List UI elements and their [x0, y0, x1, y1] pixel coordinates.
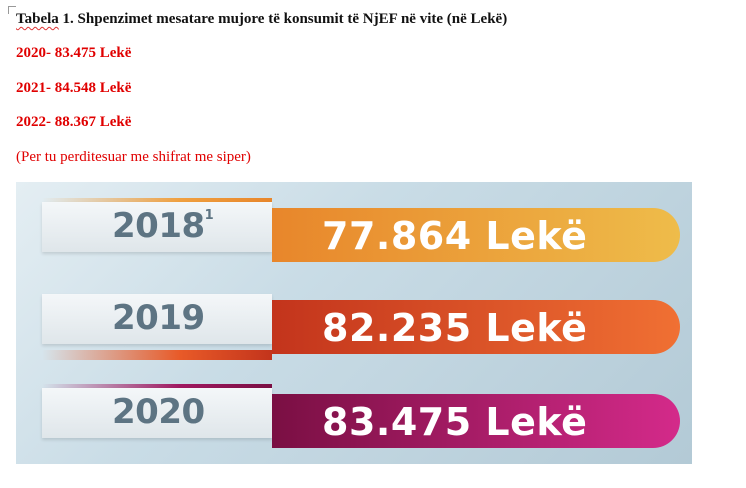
value-text: 82.235 Lekë [322, 306, 588, 350]
caption-text: 1. Shpenzimet mesatare mujore të konsumi… [58, 11, 508, 27]
infographic-row-2018: 20181 77.864 Lekë [16, 192, 692, 272]
table-caption: Tabela 1. Shpenzimet mesatare mujore të … [16, 11, 507, 28]
value-bar [272, 208, 680, 262]
year-label: 2019 [112, 298, 205, 338]
value-line-2020: 2020- 83.475 Lekë [16, 45, 132, 61]
infographic-row-2019: 2019 82.235 Lekë [16, 284, 692, 364]
value-text: 83.475 Lekë [322, 400, 588, 444]
year-label: 2020 [112, 392, 205, 432]
caption-label: Tabela [16, 11, 59, 27]
value-text: 77.864 Lekë [322, 214, 588, 258]
value-bar [272, 300, 680, 354]
year-block [42, 202, 272, 252]
value-bar [272, 394, 680, 448]
value-line-2021: 2021- 84.548 Lekë [16, 80, 132, 96]
row-accent-wedge [42, 350, 272, 360]
infographic-row-2020: 2020 83.475 Lekë [16, 378, 692, 458]
update-note: (Per tu perditesuar me shifrat me siper) [16, 149, 251, 165]
spending-infographic: 20181 77.864 Lekë 2019 82.235 Lekë 2020 … [16, 182, 692, 464]
year-block [42, 294, 272, 344]
value-line-2022: 2022- 88.367 Lekë [16, 114, 132, 130]
year-footnote: 1 [204, 207, 214, 223]
year-label: 20181 [112, 206, 214, 246]
page-corner-mark [8, 6, 16, 14]
year-block [42, 388, 272, 438]
